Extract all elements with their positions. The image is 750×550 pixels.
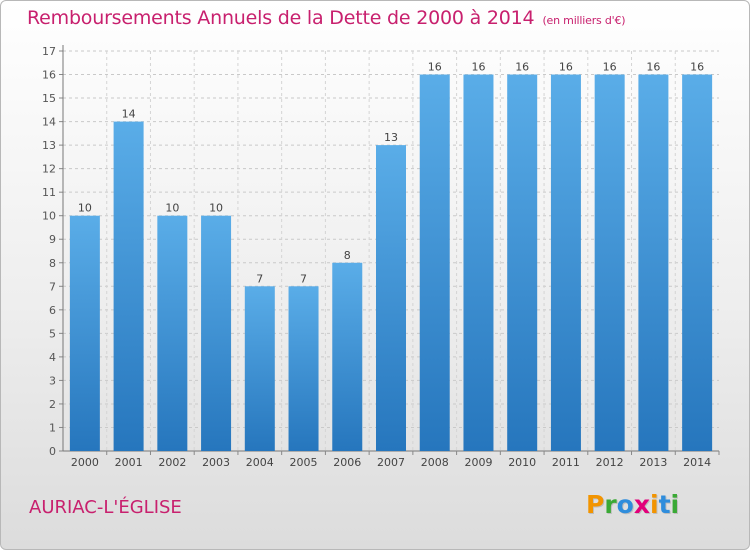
y-tick-label: 11 <box>42 186 56 199</box>
logo-letter: o <box>616 490 634 519</box>
x-tick-label: 2012 <box>596 456 624 469</box>
x-tick-label: 2014 <box>683 456 711 469</box>
bar-2006 <box>332 262 363 451</box>
bar-2002 <box>157 215 188 451</box>
y-tick-label: 10 <box>42 210 56 223</box>
bar-2007 <box>376 145 406 451</box>
bar-2001 <box>113 121 144 452</box>
logo-letter: x <box>633 490 650 519</box>
place-name: AURIAC-L'ÉGLISE <box>29 497 182 518</box>
bars <box>69 74 713 452</box>
labels: 0123456789101112131415161710200014200110… <box>42 45 711 469</box>
x-tick-label: 2002 <box>158 456 186 469</box>
bar-2008 <box>419 74 450 451</box>
y-tick-label: 17 <box>42 45 56 58</box>
y-tick-label: 4 <box>49 351 56 364</box>
logo-letter: P <box>586 490 605 519</box>
logo-letter: i <box>670 490 680 519</box>
proxiti-logo: Proxiti <box>586 490 679 519</box>
y-tick-label: 16 <box>42 69 56 82</box>
bar-value-label: 16 <box>515 61 529 74</box>
bar-2014 <box>682 74 713 451</box>
bar-value-label: 16 <box>646 61 660 74</box>
x-tick-label: 2001 <box>115 456 143 469</box>
bar-value-label: 7 <box>300 272 307 285</box>
y-tick-label: 14 <box>42 116 56 129</box>
bar-value-label: 16 <box>428 61 442 74</box>
bar-value-label: 16 <box>471 61 485 74</box>
x-tick-label: 2008 <box>421 456 449 469</box>
bar-2013 <box>638 74 669 451</box>
bar-value-label: 16 <box>603 61 617 74</box>
y-tick-label: 5 <box>49 327 56 340</box>
y-tick-label: 2 <box>49 398 56 411</box>
y-tick-label: 3 <box>49 374 56 387</box>
bar-value-label: 7 <box>256 272 263 285</box>
chart-title-text: Remboursements Annuels de la Dette de 20… <box>27 7 535 29</box>
bar-value-label: 13 <box>384 131 398 144</box>
y-tick-label: 1 <box>49 421 56 434</box>
y-tick-label: 6 <box>49 304 56 317</box>
y-tick-label: 9 <box>49 233 56 246</box>
x-tick-label: 2007 <box>377 456 405 469</box>
x-tick-label: 2009 <box>464 456 492 469</box>
bar-value-label: 10 <box>165 202 179 215</box>
y-tick-label: 15 <box>42 92 56 105</box>
bar-2005 <box>288 286 319 451</box>
x-tick-label: 2006 <box>333 456 361 469</box>
bar-value-label: 10 <box>78 202 92 215</box>
y-tick-label: 13 <box>42 139 56 152</box>
y-tick-label: 8 <box>49 257 56 270</box>
logo-letter: i <box>650 490 659 519</box>
bar-2000 <box>69 215 100 451</box>
bar-value-label: 14 <box>122 108 136 121</box>
y-tick-label: 7 <box>49 280 56 293</box>
x-tick-label: 2011 <box>552 456 580 469</box>
x-tick-label: 2004 <box>246 456 274 469</box>
bar-2011 <box>550 74 581 451</box>
x-tick-label: 2013 <box>639 456 667 469</box>
bar-value-label: 16 <box>690 61 704 74</box>
chart-title: Remboursements Annuels de la Dette de 20… <box>27 7 626 29</box>
x-tick-label: 2005 <box>290 456 318 469</box>
bar-2012 <box>594 74 625 451</box>
bar-2010 <box>507 74 538 451</box>
y-tick-label: 12 <box>42 163 56 176</box>
chart-subtitle: (en milliers d'€) <box>542 14 626 27</box>
bar-2009 <box>463 74 494 451</box>
x-tick-label: 2010 <box>508 456 536 469</box>
logo-letter: t <box>658 490 671 519</box>
bar-value-label: 16 <box>559 61 573 74</box>
bar-2004 <box>244 286 275 451</box>
logo-letter: r <box>604 490 617 519</box>
x-tick-label: 2000 <box>71 456 99 469</box>
x-tick-label: 2003 <box>202 456 230 469</box>
y-tick-label: 0 <box>49 445 56 458</box>
bar-value-label: 10 <box>209 202 223 215</box>
bar-value-label: 8 <box>344 249 351 262</box>
bar-2003 <box>201 215 232 451</box>
